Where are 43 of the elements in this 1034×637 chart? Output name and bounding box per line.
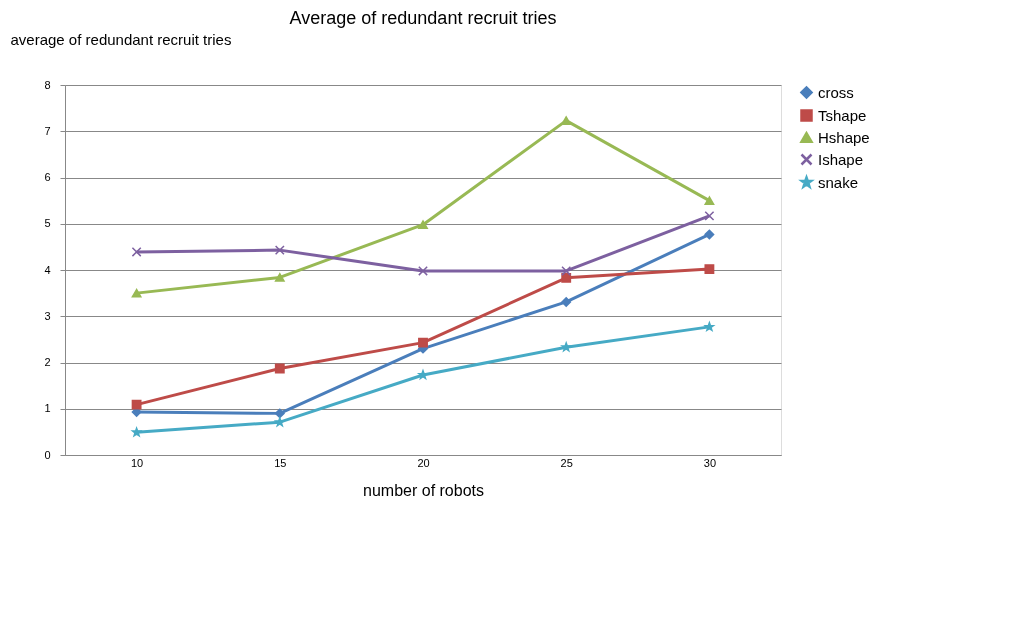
legend-label: cross (818, 83, 854, 101)
point (704, 321, 715, 332)
point (131, 288, 142, 298)
point (704, 264, 715, 275)
legend-label: snake (818, 173, 859, 191)
legend-label: Hshape (818, 128, 870, 146)
x-tick-label: 25 (560, 456, 573, 469)
legend-label: Tshape (818, 106, 867, 124)
y-tick-label: 7 (44, 124, 51, 137)
y-tick-label: 8 (44, 78, 51, 91)
x-axis-title: number of robots (363, 481, 484, 499)
point (418, 220, 428, 230)
point (131, 399, 142, 410)
point (704, 229, 715, 240)
point (561, 296, 572, 307)
y-tick-label: 6 (44, 171, 51, 183)
y-tick-label: 3 (44, 309, 51, 322)
point (704, 196, 715, 205)
point (274, 273, 285, 282)
y-tick-label: 0 (44, 448, 51, 461)
x-tick-label: 30 (703, 456, 717, 469)
point (561, 116, 572, 125)
point (418, 337, 428, 348)
point (274, 408, 285, 419)
y-tick-label: 4 (44, 263, 51, 276)
y-axis-title: average of redundant recruit tries (10, 30, 232, 48)
legend-label: Ishape (818, 150, 864, 168)
point (131, 427, 142, 437)
x-tick-label: 20 (417, 456, 430, 469)
point (704, 210, 715, 221)
point (561, 342, 571, 352)
y-tick-label: 1 (44, 402, 51, 415)
point (561, 272, 572, 283)
point (131, 247, 142, 257)
point (418, 265, 428, 276)
x-tick-label: 10 (130, 456, 144, 469)
point (274, 245, 285, 256)
y-tick-label: 5 (44, 217, 51, 230)
y-tick-label: 2 (44, 356, 51, 368)
point (561, 265, 572, 276)
chart-title: Average of redundant recruit tries (289, 8, 557, 28)
x-tick-label: 15 (274, 456, 287, 469)
point (274, 363, 285, 374)
